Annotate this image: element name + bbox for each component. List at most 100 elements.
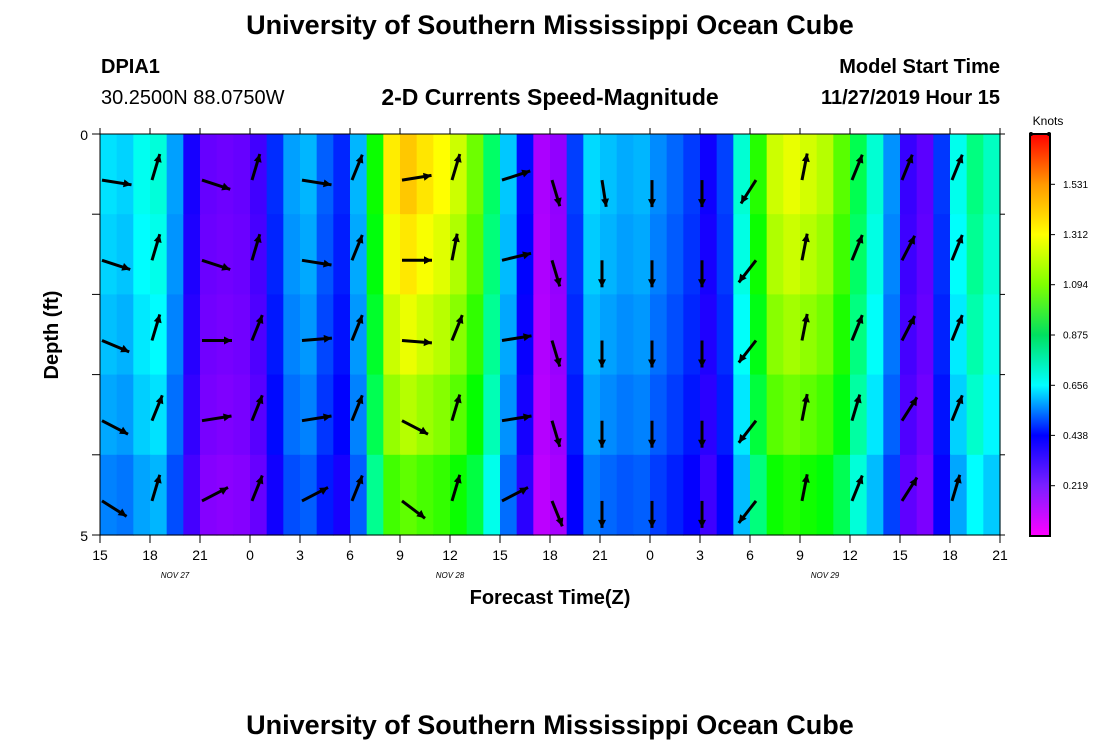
x-tick-label: 12 bbox=[842, 547, 858, 563]
heatmap-cell bbox=[333, 214, 351, 295]
x-tick-label: 0 bbox=[646, 547, 654, 563]
heatmap-cell bbox=[450, 134, 468, 215]
heatmap-cell bbox=[933, 374, 951, 456]
x-tick-label: 6 bbox=[346, 547, 354, 563]
current-arrow bbox=[900, 235, 917, 261]
heatmap-cell bbox=[550, 454, 568, 536]
heatmap-cell bbox=[766, 294, 784, 376]
current-arrow bbox=[150, 233, 162, 261]
current-arrow bbox=[850, 474, 864, 502]
heatmap-cell bbox=[683, 214, 701, 295]
heatmap-cell bbox=[300, 294, 318, 376]
heatmap-cell bbox=[983, 214, 1001, 295]
heatmap-cell bbox=[700, 134, 718, 215]
model-start-label: Model Start Time bbox=[839, 56, 1000, 78]
heatmap-cell bbox=[850, 214, 868, 295]
current-arrow bbox=[301, 413, 332, 423]
heatmap-cell bbox=[900, 214, 918, 295]
heatmap-cell bbox=[216, 134, 234, 215]
heatmap-cell bbox=[366, 374, 384, 456]
current-arrow bbox=[250, 474, 264, 502]
heatmap-cell bbox=[466, 374, 484, 456]
heatmap-cell bbox=[300, 214, 318, 295]
heatmap-cell bbox=[450, 214, 468, 295]
heatmap-cell bbox=[416, 374, 434, 456]
heatmap-cell bbox=[200, 214, 218, 295]
heatmap-cell bbox=[900, 374, 918, 456]
current-arrow bbox=[550, 259, 562, 287]
heatmap-cell bbox=[766, 214, 784, 295]
heatmap-cell bbox=[316, 294, 334, 376]
heatmap-cell bbox=[300, 454, 318, 536]
heatmap-cell bbox=[716, 134, 734, 215]
heatmap-cell bbox=[883, 294, 901, 376]
colorbar-ticks: 1.531 1.312 1.094 0.875 0.656 0.438 0.219 bbox=[1029, 132, 1088, 492]
heatmap-cell bbox=[816, 374, 834, 456]
heatmap-cell bbox=[583, 214, 601, 295]
heatmap-cell bbox=[150, 454, 168, 536]
current-arrow bbox=[800, 153, 810, 181]
current-arrow bbox=[350, 314, 364, 342]
heatmap-cell bbox=[950, 134, 968, 215]
heatmap-cell bbox=[550, 134, 568, 215]
current-arrow bbox=[850, 234, 864, 261]
x-tick-label: 9 bbox=[796, 547, 804, 563]
colorbar-corner bbox=[1047, 132, 1051, 136]
model-start-time: 11/27/2019 Hour 15 bbox=[820, 87, 1000, 109]
current-arrow bbox=[600, 179, 609, 208]
heatmap-cell bbox=[683, 134, 701, 215]
current-arrow bbox=[202, 336, 232, 345]
current-arrow bbox=[301, 178, 332, 188]
current-arrow bbox=[350, 234, 364, 261]
current-arrow bbox=[648, 500, 656, 528]
heatmap-cell bbox=[883, 374, 901, 456]
heatmap-cell bbox=[416, 454, 434, 536]
heatmap-cell bbox=[250, 454, 268, 536]
heatmap-cell bbox=[850, 134, 868, 215]
heatmap-cell bbox=[916, 214, 934, 295]
heatmap-cell bbox=[750, 374, 768, 456]
heatmap-cell bbox=[983, 454, 1001, 536]
heatmap-cell bbox=[733, 294, 751, 376]
x-tick-label: 15 bbox=[892, 547, 908, 563]
current-arrow bbox=[698, 420, 706, 448]
current-arrow bbox=[698, 180, 706, 208]
heatmap-cell bbox=[116, 374, 134, 456]
current-arrow bbox=[950, 394, 964, 422]
current-arrow bbox=[698, 340, 706, 368]
current-arrow bbox=[201, 178, 231, 191]
heatmap-cell bbox=[966, 454, 984, 536]
heatmap-cell bbox=[966, 374, 984, 456]
heatmap-cell bbox=[333, 454, 351, 536]
x-tick-label: 9 bbox=[396, 547, 404, 563]
current-arrow bbox=[250, 233, 262, 261]
heatmap-cell bbox=[483, 214, 501, 295]
colorbar-tick-label: 1.094 bbox=[1063, 280, 1088, 291]
heatmap-cell bbox=[233, 294, 251, 376]
current-arrow bbox=[900, 154, 914, 181]
heatmap-cell bbox=[350, 454, 368, 536]
heatmap-cell bbox=[200, 134, 218, 215]
current-arrow bbox=[150, 313, 162, 341]
heatmap-cell bbox=[916, 374, 934, 456]
heatmap-cell bbox=[650, 294, 668, 376]
heatmap-cell bbox=[750, 214, 768, 295]
current-arrow bbox=[401, 419, 429, 436]
heatmap-cells bbox=[100, 134, 1001, 536]
heatmap-cell bbox=[666, 134, 684, 215]
current-arrow bbox=[201, 486, 229, 503]
heatmap-cell bbox=[383, 374, 401, 456]
current-arrow bbox=[501, 251, 532, 262]
heatmap-cell bbox=[866, 374, 884, 456]
heatmap-cell bbox=[550, 214, 568, 295]
heatmap-cell bbox=[400, 134, 418, 215]
heatmap-cell bbox=[783, 454, 801, 536]
heatmap-cell bbox=[883, 454, 901, 536]
colorbar-unit: Knots bbox=[1033, 114, 1064, 128]
heatmap-cell bbox=[733, 214, 751, 295]
current-vectors bbox=[101, 153, 964, 528]
current-arrow bbox=[501, 169, 531, 182]
current-arrow bbox=[648, 420, 656, 448]
heatmap-cell bbox=[166, 214, 184, 295]
